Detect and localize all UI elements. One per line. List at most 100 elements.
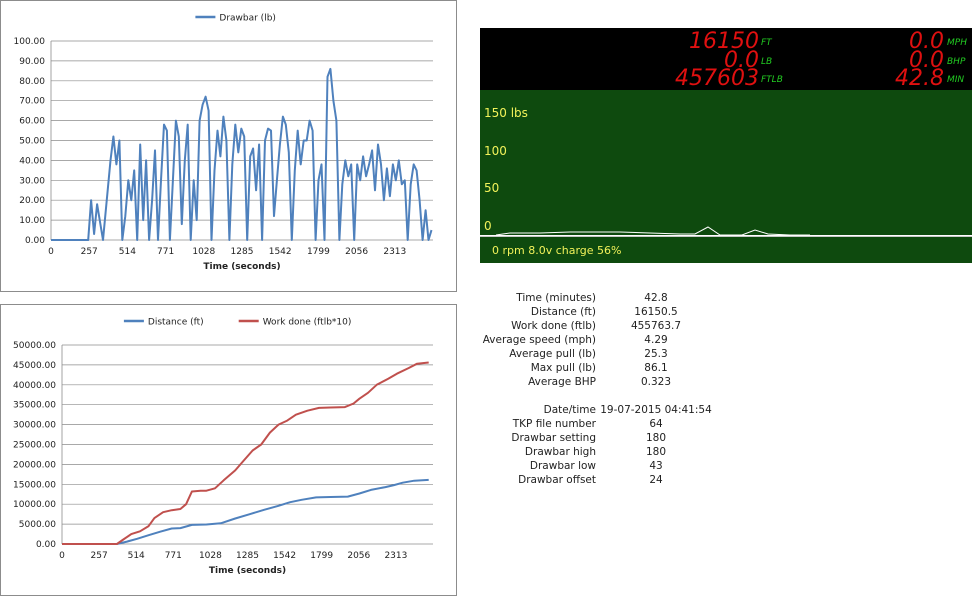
stat-label: Time (minutes) [516,292,596,304]
x-tick-label: 1542 [269,247,292,257]
bhp-readout: 0.0 [909,48,944,73]
drawbar-chart-panel: 0.00 10.00 20.00 30.00 40.00 50.00 60.00 70.00 8… [0,0,457,292]
distance-work-chart-panel: 0.00 5000.00 10000.00 15000.00 20000.00 25000… [0,304,457,596]
series-line [51,67,433,241]
y-tick-label: 80.00 [19,77,45,87]
y-tick-label: 50.00 [19,137,45,147]
stat-value: 180 [645,432,667,444]
graph-label-100: 100 [484,144,507,158]
stat-label: Drawbar high [524,446,596,458]
stat-value: 0.323 [640,376,672,388]
x-tick-label: 2056 [347,551,370,561]
y-tick-label: 50000.00 [13,341,56,351]
graph-label-150: 150 lbs [484,106,528,120]
y-tick-label: 30.00 [19,176,45,186]
stat-label: Drawbar setting [511,432,596,444]
y-tick-label: 5000.00 [19,520,56,530]
series-line [62,361,429,545]
stat-row: Work done (ftlb) 455763.7 [470,320,730,334]
stat-value: 64 [649,418,663,430]
y-tick-label: 0.00 [25,236,45,246]
x-tick-label: 2313 [384,551,407,561]
y-tick-label: 20000.00 [13,460,56,470]
stat-value: 42.8 [644,292,668,304]
stat-label: Drawbar offset [518,474,596,486]
time-readout: 42.8 [895,66,944,91]
pull-unit: LB [761,57,773,67]
stat-label: Average BHP [528,376,596,388]
stat-value: 180 [645,446,667,458]
legend-label: Drawbar (lb) [219,14,276,24]
y-tick-label: 35000.00 [13,401,56,411]
x-tick-label: 1542 [273,551,296,561]
legend-label: Work done (ftlb*10) [263,318,352,328]
y-tick-label: 20.00 [19,196,45,206]
x-tick-label: 2056 [345,247,368,257]
stat-label: Average pull (lb) [509,348,596,360]
y-tick-label: 10000.00 [13,500,56,510]
stat-value: 16150.5 [634,306,678,318]
y-tick-label: 15000.00 [13,480,56,490]
legend-label: Distance (ft) [148,318,204,328]
series-line [62,478,429,545]
stat-value: 4.29 [644,334,668,346]
work-unit: FTLB [761,75,783,85]
x-tick-label: 1799 [307,247,330,257]
stat-row: Distance (ft) 16150.5 [470,306,730,320]
stat-row: Average pull (lb) 25.3 [470,348,730,362]
bhp-unit: BHP [947,57,966,67]
x-tick-label: 1799 [310,551,333,561]
x-tick-label: 1028 [199,551,222,561]
stat-value: 455763.7 [630,320,682,332]
stat-label: Drawbar low [529,460,596,472]
stat-label: Distance (ft) [530,306,596,318]
y-tick-label: 40.00 [19,156,45,166]
status-bar: 0 rpm 8.0v charge 56% [480,236,972,263]
x-tick-label: 771 [157,247,174,257]
distance-work-chart: 0.00 5000.00 10000.00 15000.00 20000.00 25000… [13,318,433,576]
graph-label-0: 0 [484,219,492,233]
stat-value: 43 [649,460,663,472]
y-tick-label: 30000.00 [13,421,56,431]
stat-value: 24 [649,474,663,486]
x-tick-label: 1285 [231,247,254,257]
stat-row: Drawbar offset 24 [470,474,730,488]
x-tick-label: 514 [119,247,136,257]
stat-row: Drawbar high 180 [470,446,730,460]
drawbar-chart: 0.00 10.00 20.00 30.00 40.00 50.00 60.00 70.00 8… [14,14,433,272]
speed-unit: MPH [947,38,967,48]
pull-readout: 0.0 [724,48,759,73]
stat-row: Average speed (mph) 4.29 [470,334,730,348]
stat-row: Average BHP 0.323 [470,376,730,390]
live-pull-trace [480,226,972,236]
x-tick-label: 257 [81,247,98,257]
y-tick-label: 25000.00 [13,441,56,451]
graph-label-50: 50 [484,181,500,195]
distance-unit: FT [761,38,772,48]
y-tick-label: 90.00 [19,57,45,67]
x-tick-label: 514 [128,551,145,561]
stat-label: Work done (ftlb) [511,320,596,332]
x-tick-label: 0 [48,247,54,257]
x-tick-label: 1285 [236,551,259,561]
y-tick-label: 60.00 [19,117,45,127]
stat-label: Average speed (mph) [482,334,596,346]
x-axis-title: Time (seconds) [209,566,286,576]
distance-readout: 16150 [689,29,759,54]
x-axis-title: Time (seconds) [203,262,280,272]
y-tick-label: 10.00 [19,216,45,226]
stat-label: Date/time [543,404,596,416]
y-tick-label: 100.00 [14,37,46,47]
y-tick-label: 0.00 [36,540,56,550]
stat-label: TKP file number [512,418,596,430]
stat-row: Drawbar setting 180 [470,432,730,446]
stat-value: 86.1 [644,362,668,374]
x-tick-label: 2313 [383,247,406,257]
stat-value: 19-07-2015 04:41:54 [600,404,712,416]
summary-stats: Time (minutes) 42.8 Distance (ft) 16150.5 Wo… [470,292,730,488]
y-tick-label: 45000.00 [13,361,56,371]
y-tick-label: 70.00 [19,97,45,107]
x-tick-label: 1028 [192,247,215,257]
stat-row: TKP file number 64 [470,418,730,432]
digital-readout-panel: 16150 FT 0.0 MPH 0.0 LB 0.0 BHP 457603 F… [480,28,972,90]
